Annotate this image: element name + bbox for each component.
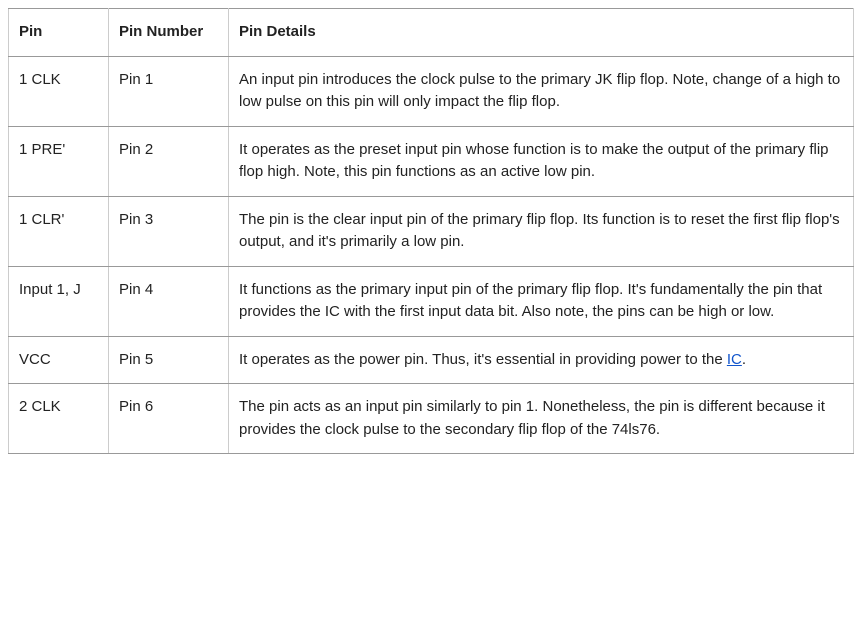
table-header-row: Pin Pin Number Pin Details xyxy=(9,9,854,57)
cell-details: The pin acts as an input pin similarly t… xyxy=(229,384,854,454)
cell-number: Pin 1 xyxy=(109,56,229,126)
cell-pin: VCC xyxy=(9,336,109,384)
cell-details: It operates as the preset input pin whos… xyxy=(229,126,854,196)
table-row: 2 CLK Pin 6 The pin acts as an input pin… xyxy=(9,384,854,454)
col-header-details: Pin Details xyxy=(229,9,854,57)
cell-number: Pin 3 xyxy=(109,196,229,266)
cell-pin: 1 CLK xyxy=(9,56,109,126)
cell-pin: 1 PRE' xyxy=(9,126,109,196)
cell-number: Pin 2 xyxy=(109,126,229,196)
cell-number: Pin 4 xyxy=(109,266,229,336)
cell-pin: Input 1, J xyxy=(9,266,109,336)
ic-link[interactable]: IC xyxy=(727,351,742,368)
cell-details: The pin is the clear input pin of the pr… xyxy=(229,196,854,266)
table-row: VCC Pin 5 It operates as the power pin. … xyxy=(9,336,854,384)
cell-number: Pin 6 xyxy=(109,384,229,454)
table-row: Input 1, J Pin 4 It functions as the pri… xyxy=(9,266,854,336)
details-text-pre: It operates as the power pin. Thus, it's… xyxy=(239,351,727,368)
cell-pin: 1 CLR' xyxy=(9,196,109,266)
col-header-pin: Pin xyxy=(9,9,109,57)
table-row: 1 CLK Pin 1 An input pin introduces the … xyxy=(9,56,854,126)
cell-pin: 2 CLK xyxy=(9,384,109,454)
cell-number: Pin 5 xyxy=(109,336,229,384)
table-row: 1 PRE' Pin 2 It operates as the preset i… xyxy=(9,126,854,196)
table-row: 1 CLR' Pin 3 The pin is the clear input … xyxy=(9,196,854,266)
col-header-number: Pin Number xyxy=(109,9,229,57)
cell-details: It operates as the power pin. Thus, it's… xyxy=(229,336,854,384)
pin-table: Pin Pin Number Pin Details 1 CLK Pin 1 A… xyxy=(8,8,854,454)
cell-details: An input pin introduces the clock pulse … xyxy=(229,56,854,126)
details-text-post: . xyxy=(742,351,746,368)
cell-details: It functions as the primary input pin of… xyxy=(229,266,854,336)
